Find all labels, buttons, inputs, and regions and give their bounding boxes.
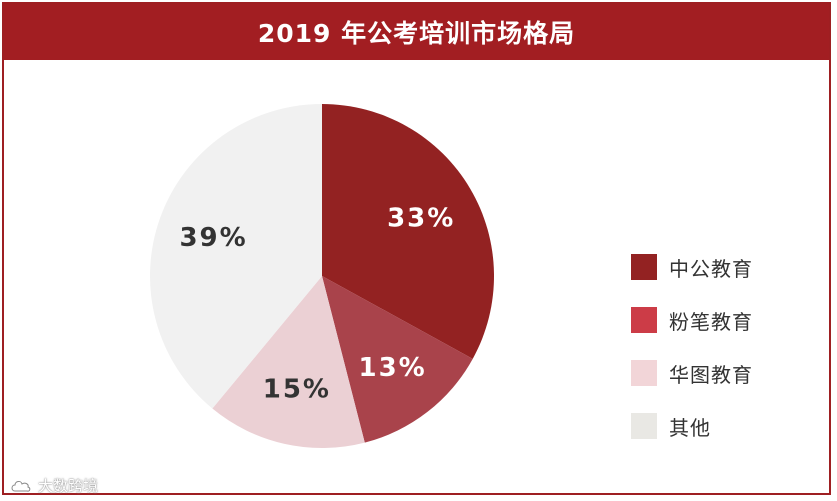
slice-data-label: 15% [263,374,331,404]
slice-data-label: 39% [179,223,247,253]
legend-swatch [631,254,657,280]
watermark: 大数跨境 [10,475,98,496]
legend-label: 中公教育 [669,256,753,281]
legend-label: 其他 [669,415,711,440]
pie-slice [322,276,473,443]
legend-item-other: 其他 [631,413,753,440]
legend-item-fenbi: 粉笔教育 [631,307,753,334]
pie-slice [212,276,365,448]
slice-data-label: 33% [387,203,455,233]
pie-slice [322,104,494,359]
legend-swatch [631,307,657,333]
watermark-text: 大数跨境 [38,477,99,495]
legend-item-zhonggong: 中公教育 [631,254,753,281]
legend: 中公教育 粉笔教育 华图教育 其他 [631,254,753,466]
slice-data-label: 13% [359,353,427,383]
chart-title: 2019 年公考培训市场格局 [4,4,829,60]
legend-swatch [631,413,657,439]
legend-label: 粉笔教育 [669,309,753,334]
cloud-logo-icon [11,480,31,492]
legend-item-huatu: 华图教育 [631,360,753,387]
legend-swatch [631,360,657,386]
pie-slice [150,104,322,409]
legend-label: 华图教育 [669,362,753,387]
